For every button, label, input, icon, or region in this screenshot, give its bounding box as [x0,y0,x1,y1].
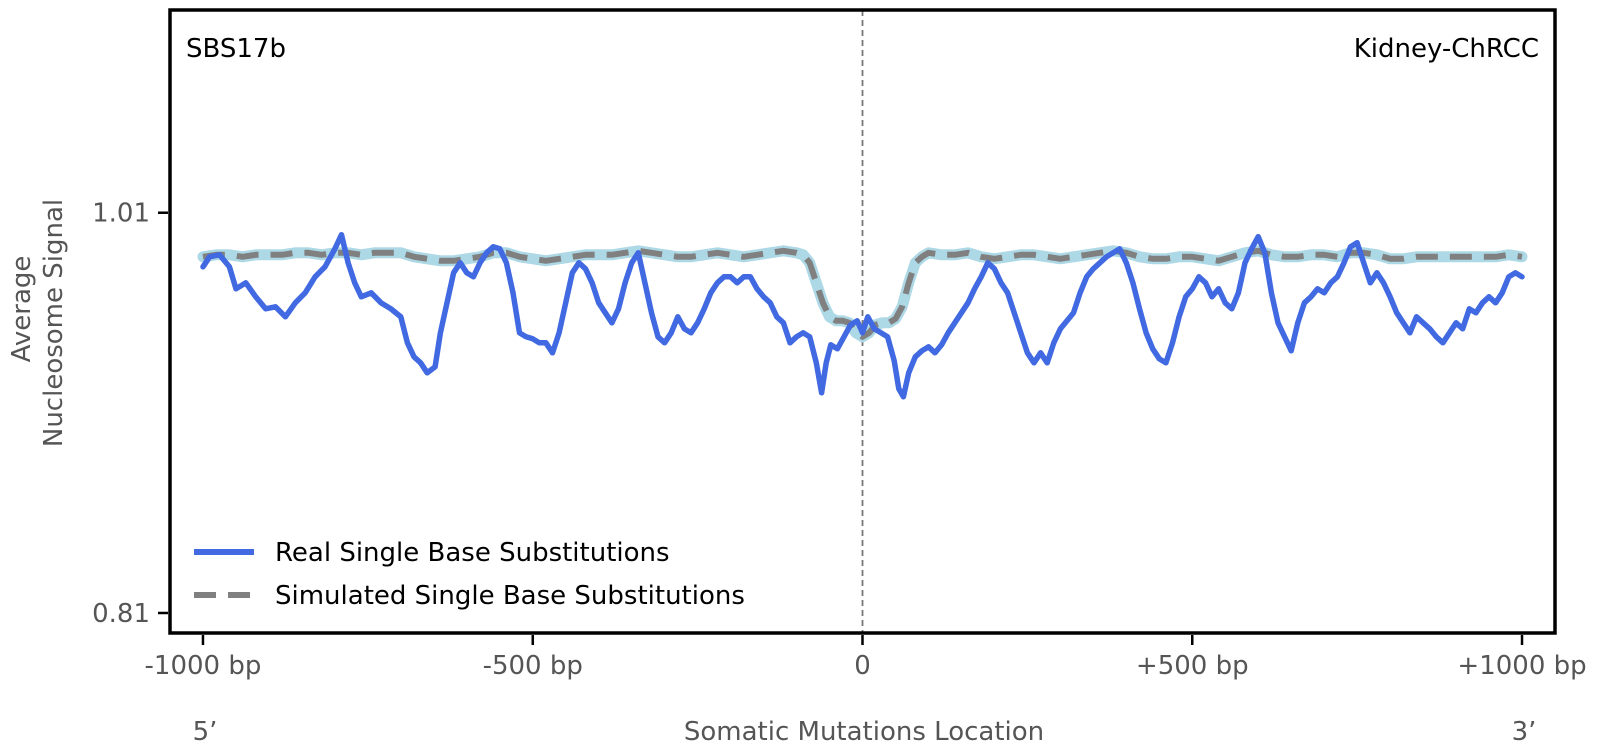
y-tick-label: 1.01 [92,199,150,229]
x-axis: -1000 bp -500 bp 0 +500 bp +1000 bp [145,635,1587,681]
x-axis-title: Somatic Mutations Location [684,717,1044,747]
x-tick-label: -500 bp [483,651,583,681]
y-axis-title-line2: Nucleosome Signal [39,199,69,447]
plot-area [197,10,1528,633]
legend-label-real: Real Single Base Substitutions [275,538,670,568]
simulated-series-line [202,247,1523,340]
plot-frame [168,8,1557,635]
five-prime-label: 5’ [193,717,218,747]
tissue-label: Kidney-ChRCC [1354,34,1539,64]
x-tick-label: -1000 bp [145,651,262,681]
x-tick-label: +500 bp [1136,651,1249,681]
y-tick-label: 0.81 [92,599,150,629]
legend-label-simulated: Simulated Single Base Substitutions [275,581,745,611]
three-prime-label: 3’ [1512,717,1537,747]
y-axis: 0.81 1.01 [92,199,168,629]
signature-label: SBS17b [186,34,286,64]
real-series-line [200,231,1525,400]
legend: Real Single Base Substitutions Simulated… [194,538,745,611]
y-axis-title-line1: Average [7,256,37,363]
x-tick-label: +1000 bp [1457,651,1586,681]
x-tick-label: 0 [854,651,871,681]
